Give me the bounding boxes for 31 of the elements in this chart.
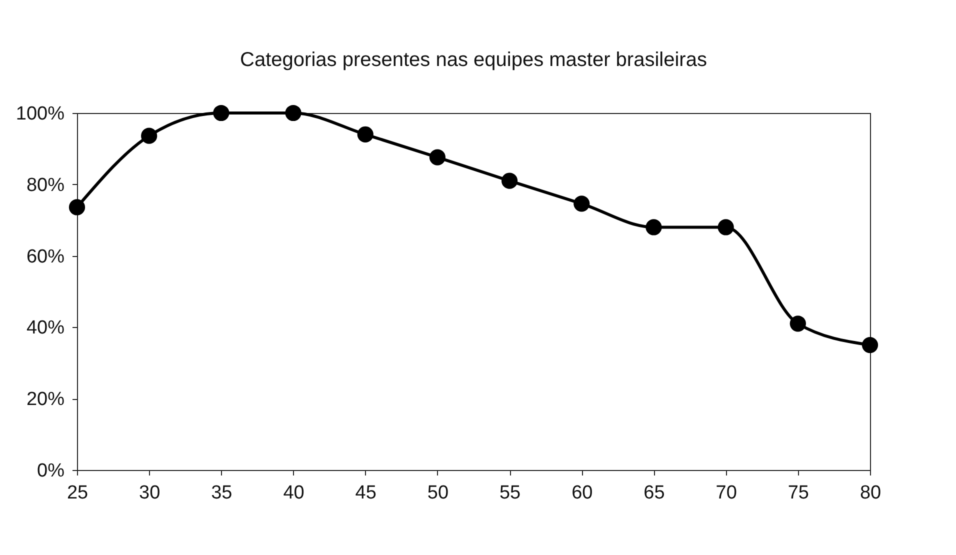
point (862, 337, 878, 354)
x-tick-label: 55 (499, 482, 521, 504)
x-tick-label: 50 (427, 482, 449, 504)
y-tick-label: 40% (26, 318, 65, 339)
x-tick-label: 65 (644, 482, 665, 504)
x-tick-label: 45 (355, 482, 376, 504)
y-tick-label: 20% (26, 389, 65, 410)
y-tick-label: 80% (26, 174, 65, 196)
x-tick-label: 40 (283, 482, 304, 504)
y-tick-label: 0% (37, 460, 65, 482)
point (429, 149, 446, 166)
x-tick-label: 70 (716, 482, 737, 504)
x-tick-label: 30 (139, 482, 160, 504)
chart-title: Categorias presentes nas equipes master brasileiras (240, 49, 707, 71)
point (790, 316, 806, 332)
y-tick-label: 60% (26, 246, 65, 268)
point (501, 172, 518, 189)
x-tick-label: 80 (860, 482, 882, 504)
point (68, 199, 86, 216)
x-tick-label: 75 (788, 482, 809, 504)
y-tick-label: 100% (16, 104, 65, 124)
point (141, 128, 158, 144)
point (357, 126, 374, 142)
point (646, 219, 662, 236)
x-tick-label: 60 (572, 482, 593, 504)
point (285, 104, 302, 122)
point (574, 196, 590, 212)
point (718, 219, 734, 236)
point (213, 104, 230, 122)
x-tick-label: 35 (211, 482, 232, 504)
x-tick-label: 25 (66, 482, 88, 504)
